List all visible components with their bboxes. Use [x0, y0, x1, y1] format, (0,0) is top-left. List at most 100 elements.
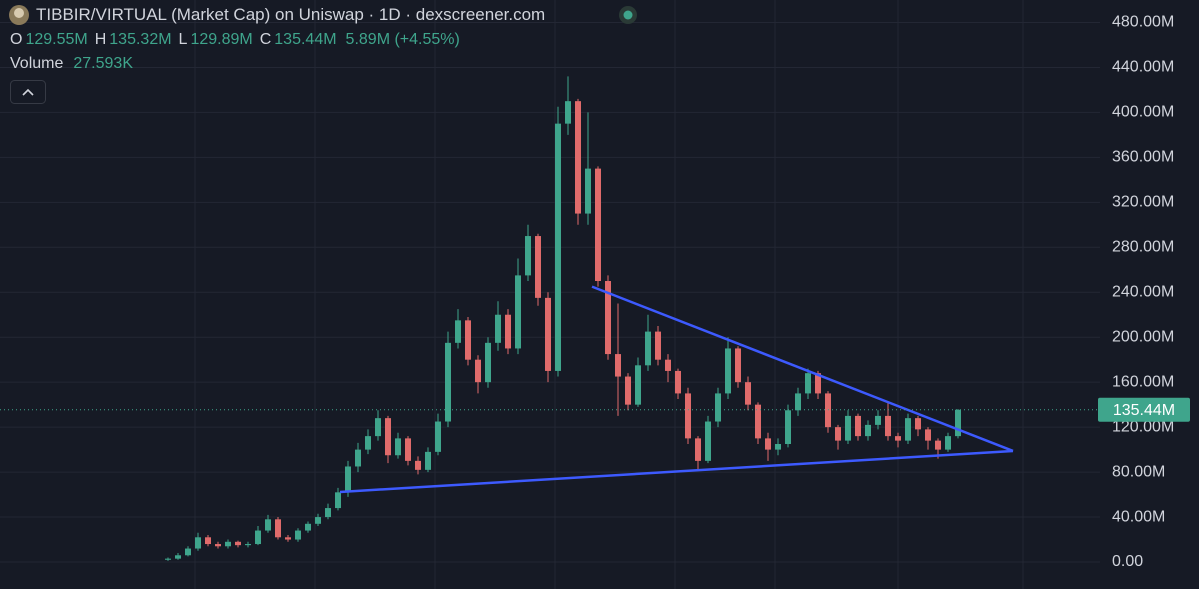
- candle-body: [695, 438, 701, 461]
- y-tick-label: 240.00M: [1112, 283, 1174, 300]
- y-tick-label: 200.00M: [1112, 328, 1174, 345]
- y-tick-label: 480.00M: [1112, 14, 1174, 31]
- status-dot: [619, 6, 637, 24]
- candle-body: [955, 409, 961, 437]
- candle-body: [365, 436, 371, 450]
- candle-body: [165, 558, 171, 560]
- candle-body: [925, 429, 931, 441]
- y-tick-label: 360.00M: [1112, 149, 1174, 166]
- candle-body: [565, 101, 571, 124]
- c-value: 135.44M: [274, 31, 337, 48]
- candle-body: [575, 101, 581, 214]
- y-tick-label: 80.00M: [1112, 463, 1165, 480]
- y-tick-label: 320.00M: [1112, 194, 1174, 211]
- candle-body: [455, 320, 461, 343]
- c: C: [259, 31, 272, 48]
- candle-body: [755, 404, 761, 439]
- candle-body: [705, 421, 711, 461]
- last-price-box: [1098, 397, 1190, 422]
- candle-body: [175, 555, 181, 559]
- title: TIBBIR/VIRTUAL (Market Cap) on Uniswap ·…: [36, 5, 546, 24]
- candle-body: [525, 236, 531, 276]
- y-tick-label: 280.00M: [1112, 239, 1174, 256]
- candle-body: [325, 508, 331, 518]
- candle-body: [815, 373, 821, 394]
- candle-body: [225, 541, 231, 547]
- candle-body: [245, 544, 251, 546]
- candle-body: [895, 436, 901, 441]
- candle-body: [295, 530, 301, 540]
- collapse-button[interactable]: [10, 80, 46, 104]
- y-tick-label: 160.00M: [1112, 373, 1174, 390]
- candle-body: [945, 436, 951, 450]
- candle-body: [385, 418, 391, 456]
- candle-body: [205, 537, 211, 545]
- candle-body: [865, 424, 871, 437]
- candle-body: [605, 281, 611, 355]
- l-value: 129.89M: [190, 31, 253, 48]
- candle-body: [675, 370, 681, 394]
- candle-body: [425, 451, 431, 470]
- candle-body: [765, 438, 771, 450]
- y-tick-label: 400.00M: [1112, 104, 1174, 121]
- candle-body: [505, 314, 511, 349]
- candle-body: [935, 440, 941, 450]
- candle-body: [265, 519, 271, 531]
- candle-body: [215, 544, 221, 547]
- token-icon: [9, 5, 29, 25]
- candle-body: [345, 466, 351, 493]
- trendline: [591, 285, 1014, 453]
- candle-body: [475, 359, 481, 383]
- l: L: [178, 31, 188, 48]
- candle-body: [555, 123, 561, 371]
- candle-body: [735, 348, 741, 383]
- candle-body: [395, 438, 401, 456]
- candle-body: [885, 415, 891, 437]
- candle-body: [635, 365, 641, 405]
- volume-label: Volume: [10, 55, 64, 72]
- candle-body: [195, 537, 201, 549]
- volume-row: Volume 27.593K: [10, 54, 133, 74]
- candle-body: [845, 415, 851, 441]
- candle-body: [875, 415, 881, 425]
- candle-body: [495, 314, 501, 343]
- y-tick-label: 120.00M: [1112, 418, 1174, 435]
- last-price-label: 135.44M: [1113, 402, 1175, 419]
- candle-body: [645, 331, 651, 366]
- candle-body: [795, 393, 801, 411]
- candle-body: [805, 373, 811, 394]
- candle-body: [405, 438, 411, 461]
- candle-body: [595, 168, 601, 282]
- candle-body: [585, 168, 591, 214]
- candle-body: [715, 393, 721, 422]
- o-value: 129.55M: [25, 31, 88, 48]
- candle-body: [485, 342, 491, 383]
- candle-body: [915, 418, 921, 430]
- title-row: TIBBIR/VIRTUAL (Market Cap) on Uniswap ·…: [36, 4, 545, 26]
- candle-body: [235, 541, 241, 546]
- candle-body: [355, 449, 361, 467]
- candle-body: [535, 236, 541, 298]
- candle-body: [855, 415, 861, 437]
- candle-body: [315, 517, 321, 524]
- candle-body: [335, 492, 341, 509]
- change: 5.89M (+4.55%): [345, 31, 460, 48]
- candle-body: [775, 443, 781, 450]
- x-grid: [0, 0, 1100, 589]
- trendline: [339, 449, 1014, 494]
- h-value: 135.32M: [109, 31, 172, 48]
- candle-body: [745, 382, 751, 405]
- candle-body: [375, 418, 381, 437]
- o: O: [10, 31, 23, 48]
- candle-body: [655, 331, 661, 360]
- candle-body: [415, 460, 421, 470]
- candle-body: [305, 523, 311, 531]
- ohlc-row: O 129.55M H 135.32M L 129.89M C 135.44M 5.89…: [10, 30, 460, 50]
- candle-body: [515, 275, 521, 349]
- candle-body: [545, 297, 551, 371]
- candle-body: [785, 410, 791, 444]
- candle-body: [445, 342, 451, 422]
- candle-body: [435, 421, 441, 452]
